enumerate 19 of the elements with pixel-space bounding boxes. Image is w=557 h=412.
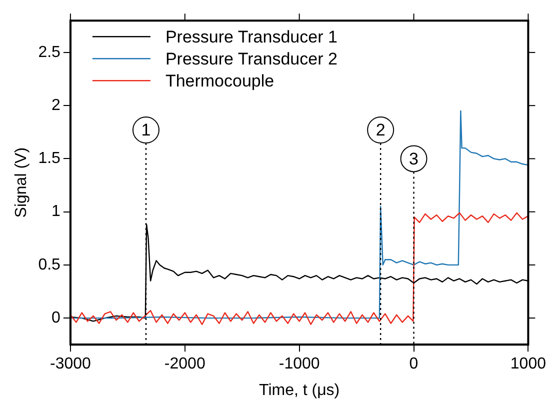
y-tick-label: 2.5 [38, 44, 61, 61]
x-axis-title: Time, t (μs) [259, 382, 340, 399]
legend-label: Pressure Transducer 1 [165, 27, 338, 46]
x-tick-label: 0 [409, 356, 418, 373]
y-tick-label: 1.5 [38, 150, 61, 168]
x-tick-label: 1000 [510, 356, 546, 373]
legend-label: Pressure Transducer 2 [165, 49, 338, 68]
annotation: 3 [409, 149, 418, 168]
x-tick-label: -2000 [164, 356, 206, 373]
y-axis-title: Signal (V) [13, 147, 30, 218]
y-tick-label: 0 [52, 309, 61, 326]
legend-label: Thermocouple [165, 71, 274, 90]
x-tick-label: -3000 [50, 356, 92, 373]
annotation: 1 [141, 120, 151, 140]
y-tick-label: 2 [52, 96, 61, 114]
y-tick-label: 1 [52, 203, 61, 220]
x-tick-label: -1000 [278, 356, 320, 373]
annotation: 2 [376, 120, 386, 140]
y-tick-label: 0.5 [38, 256, 61, 274]
